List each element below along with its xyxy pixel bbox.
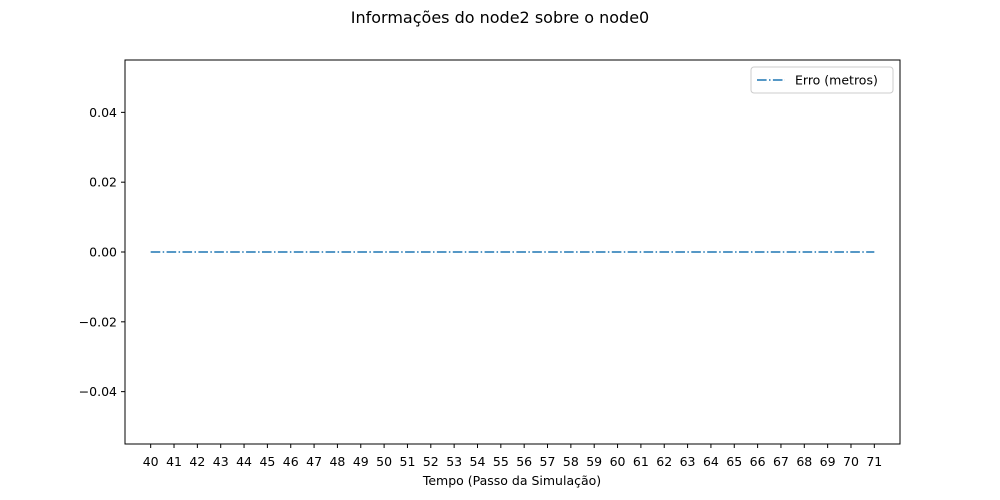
y-axis: −0.04 −0.02 0.00 0.02 0.04 (79, 105, 125, 399)
x-tick-label: 40 (143, 454, 159, 469)
x-tick-label: 50 (376, 454, 392, 469)
y-tick-label: −0.02 (79, 314, 117, 329)
y-tick-label: 0.02 (89, 175, 117, 190)
y-tick-label: −0.04 (79, 384, 117, 399)
x-tick-label: 71 (866, 454, 882, 469)
x-tick-label: 68 (796, 454, 812, 469)
x-tick-label: 43 (213, 454, 229, 469)
x-tick-label: 63 (680, 454, 696, 469)
y-tick-label: 0.04 (89, 105, 117, 120)
x-tick-label: 55 (493, 454, 509, 469)
chart-title: Informações do node2 sobre o node0 (351, 8, 649, 27)
legend: Erro (metros) (750, 66, 894, 94)
x-tick-label: 67 (773, 454, 789, 469)
x-tick-label: 65 (726, 454, 742, 469)
x-tick-label: 60 (610, 454, 626, 469)
x-tick-label: 69 (820, 454, 836, 469)
x-tick-label: 64 (703, 454, 719, 469)
x-tick-label: 70 (843, 454, 859, 469)
x-tick-label: 52 (423, 454, 439, 469)
x-tick-label: 56 (516, 454, 532, 469)
x-tick-label: 48 (329, 454, 345, 469)
x-tick-label: 42 (189, 454, 205, 469)
x-tick-label: 44 (236, 454, 252, 469)
x-tick-label: 54 (470, 454, 486, 469)
x-tick-label: 49 (353, 454, 369, 469)
x-tick-label: 58 (563, 454, 579, 469)
y-tick-label: 0.00 (89, 245, 117, 260)
legend-label: Erro (metros) (795, 73, 878, 88)
legend-box (750, 66, 894, 94)
x-tick-label: 46 (283, 454, 299, 469)
x-tick-label: 61 (633, 454, 649, 469)
x-tick-label: 51 (400, 454, 416, 469)
x-tick-label: 47 (306, 454, 322, 469)
x-tick-label: 45 (259, 454, 275, 469)
x-tick-label: 62 (656, 454, 672, 469)
x-tick-label: 57 (540, 454, 556, 469)
plot-frame (124, 59, 901, 445)
x-tick-label: 59 (586, 454, 602, 469)
x-tick-label: 66 (750, 454, 766, 469)
x-tick-label: 53 (446, 454, 462, 469)
x-axis-label: Tempo (Passo da Simulação) (422, 473, 601, 488)
x-axis: 40 41 42 43 44 45 46 47 48 49 50 51 52 53 54 55 56 57 58 59… (143, 444, 882, 469)
x-tick-label: 41 (166, 454, 182, 469)
